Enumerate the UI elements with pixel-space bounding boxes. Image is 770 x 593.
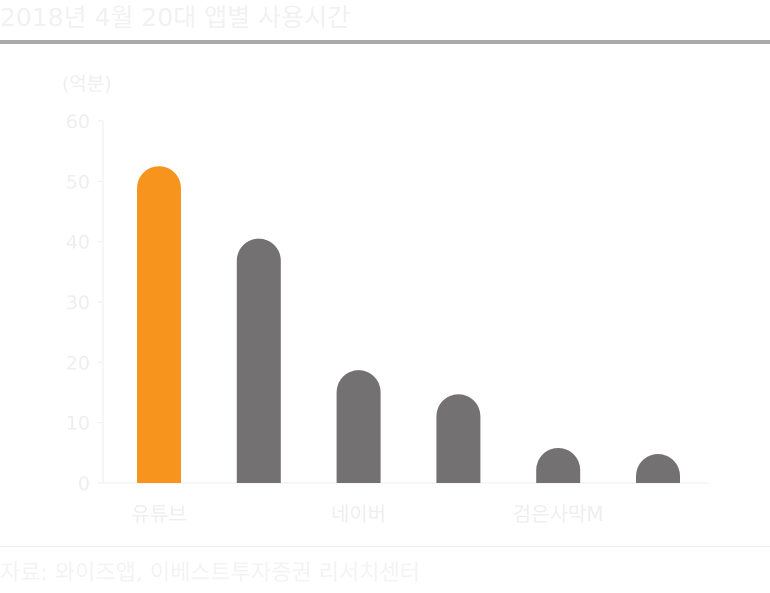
y-tick-label: 50 [66, 171, 90, 193]
y-tick-label: 60 [66, 111, 90, 133]
source-note: 자료: 와이즈앱, 이베스트투자증권 리서치센터 [0, 561, 420, 586]
bar [137, 166, 181, 483]
y-unit-label: (억분) [62, 73, 112, 95]
x-axis-labels: 유튜브 네이버 검은사막M [131, 502, 603, 526]
y-axis: 0 10 20 30 40 50 60 [66, 111, 708, 495]
bar [236, 238, 281, 483]
x-tick-label: 검은사막M [513, 502, 604, 526]
bars [137, 166, 680, 483]
x-tick-label: 유튜브 [131, 502, 186, 526]
bar [336, 370, 381, 483]
chart-title: 2018년 4월 20대 앱별 사용시간 [0, 3, 351, 32]
bottom-rule [0, 546, 770, 547]
title-rule [0, 40, 770, 44]
bar [436, 394, 481, 483]
bar [636, 454, 680, 483]
y-tick-label: 20 [66, 352, 90, 374]
y-tick-label: 0 [78, 473, 90, 495]
bar [536, 448, 581, 483]
x-tick-label: 네이버 [331, 502, 386, 526]
y-tick-label: 30 [66, 292, 90, 314]
y-tick-label: 10 [66, 413, 90, 435]
y-tick-label: 40 [66, 232, 90, 254]
